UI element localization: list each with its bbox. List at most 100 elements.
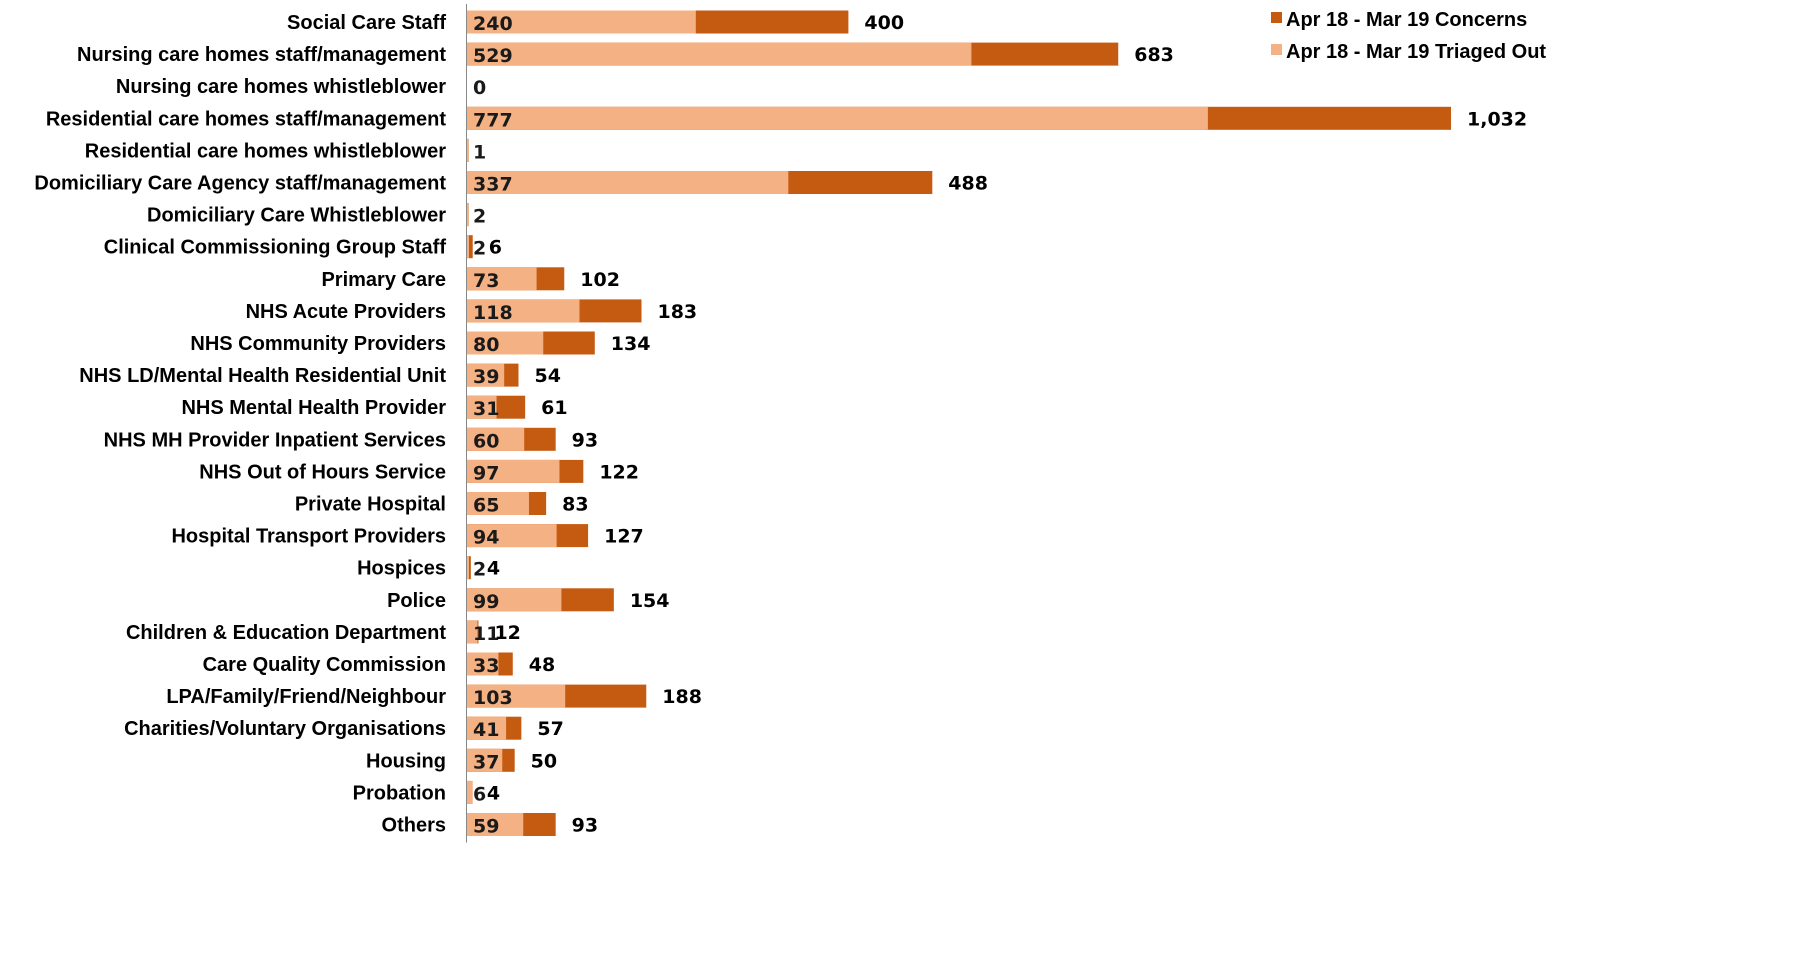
legend-swatch (1271, 44, 1282, 55)
legend-swatch (1271, 12, 1282, 23)
concerns-value-label: 4 (487, 782, 500, 804)
bar-triaged-out (467, 138, 469, 162)
concerns-value-label: 154 (630, 590, 670, 612)
category-label: NHS LD/Mental Health Residential Unit (79, 365, 446, 387)
triaged-out-value-label: 80 (473, 334, 499, 356)
category-label: Children & Education Department (126, 622, 446, 644)
category-label: Private Hospital (295, 494, 446, 516)
triaged-out-value-label: 777 (473, 109, 513, 131)
bar-triaged-out (467, 10, 696, 34)
concerns-value-label: 4 (487, 558, 500, 580)
concerns-value-label: 188 (662, 686, 702, 708)
legend-label: Apr 18 - Mar 19 Concerns (1286, 9, 1527, 31)
bar-triaged-out (467, 620, 478, 644)
triaged-out-value-label: 94 (473, 527, 499, 549)
triaged-out-value-label: 31 (473, 398, 499, 420)
triaged-out-value-label: 99 (473, 591, 499, 613)
bar-triaged-out (467, 716, 507, 740)
category-label: Social Care Staff (287, 12, 446, 34)
bar-triaged-out (467, 331, 544, 355)
bar-triaged-out (467, 106, 1208, 130)
category-label: Housing (366, 750, 446, 772)
concerns-value-label: 122 (599, 461, 639, 483)
triaged-out-value-label: 2 (473, 206, 486, 228)
category-label: NHS Out of Hours Service (199, 461, 446, 483)
triaged-out-value-label: 73 (473, 270, 499, 292)
category-label: Nursing care homes staff/management (77, 44, 446, 66)
triaged-out-value-label: 2 (473, 559, 486, 581)
triaged-out-value-label: 1 (473, 141, 486, 163)
labels-layer: Social Care Staff 240 400 Nursing care home… (34, 12, 1527, 838)
bar-triaged-out (467, 813, 524, 836)
concerns-value-label: 1,032 (1467, 108, 1527, 130)
bar-triaged-out (467, 299, 580, 323)
category-label: NHS MH Provider Inpatient Services (104, 429, 446, 451)
category-label: Primary Care (321, 269, 446, 291)
category-label: Clinical Commissioning Group Staff (104, 237, 447, 259)
concerns-value-label: 102 (580, 269, 620, 291)
concerns-value-label: 57 (537, 718, 563, 740)
triaged-out-value-label: 37 (473, 751, 499, 773)
bar-triaged-out (467, 748, 503, 772)
triaged-out-value-label: 118 (473, 302, 513, 324)
bar-triaged-out (467, 459, 560, 483)
triaged-out-value-label: 240 (473, 13, 513, 35)
concerns-value-label: 83 (562, 494, 588, 516)
bar-triaged-out (467, 588, 562, 612)
triaged-out-value-label: 2 (473, 238, 486, 260)
bar-triaged-out (467, 492, 529, 515)
triaged-out-value-label: 337 (473, 174, 513, 196)
triaged-out-value-label: 39 (473, 366, 499, 388)
bar-triaged-out (467, 427, 525, 451)
legend: Apr 18 - Mar 19 Concerns Apr 18 - Mar 19 … (1271, 9, 1546, 63)
bar-triaged-out (467, 652, 499, 676)
bar-triaged-out (467, 524, 557, 548)
category-label: Care Quality Commission (203, 654, 446, 676)
concerns-value-label: 683 (1134, 44, 1174, 66)
concerns-value-label: 127 (604, 526, 644, 548)
concerns-value-label: 12 (494, 622, 520, 644)
category-label: Residential care homes whistleblower (85, 140, 446, 162)
concerns-value-label: 61 (541, 397, 567, 419)
bar-triaged-out (467, 171, 789, 194)
bar-triaged-out (467, 556, 469, 580)
bar-triaged-out (467, 203, 469, 227)
category-label: Hospital Transport Providers (171, 526, 446, 548)
concerns-value-label: 93 (572, 429, 598, 451)
triaged-out-value-label: 60 (473, 430, 499, 452)
concerns-value-label: 48 (529, 654, 555, 676)
category-label: NHS Acute Providers (246, 301, 446, 323)
concerns-value-label: 6 (489, 237, 502, 259)
bar-triaged-out (467, 684, 566, 708)
concerns-value-label: 93 (572, 815, 598, 837)
concerns-value-label: 54 (534, 365, 560, 387)
bars-layer (467, 10, 1452, 836)
concerns-value-label: 50 (531, 750, 557, 772)
triaged-out-value-label: 33 (473, 655, 499, 677)
triaged-out-value-label: 59 (473, 816, 499, 838)
triaged-out-value-label: 103 (473, 687, 513, 709)
triaged-out-value-label: 529 (473, 45, 513, 67)
category-label: Nursing care homes whistleblower (116, 76, 446, 98)
category-label: Others (382, 815, 446, 837)
category-label: Probation (353, 782, 446, 804)
category-label: Domiciliary Care Agency staff/management (34, 173, 446, 195)
triaged-out-value-label: 97 (473, 462, 499, 484)
concerns-value-label: 400 (864, 12, 904, 34)
category-label: Charities/Voluntary Organisations (124, 718, 446, 740)
bar-triaged-out (467, 42, 972, 66)
category-label: Hospices (357, 558, 446, 580)
category-label: LPA/Family/Friend/Neighbour (166, 686, 446, 708)
bar-concerns (467, 235, 473, 259)
triaged-out-value-label: 11 (473, 623, 499, 645)
concerns-value-label: 183 (657, 301, 697, 323)
triaged-out-value-label: 65 (473, 495, 499, 517)
bar-triaged-out (467, 363, 505, 387)
category-label: NHS Mental Health Provider (181, 397, 446, 419)
bar-triaged-out (467, 780, 473, 804)
bar-triaged-out (467, 395, 497, 419)
concerns-value-label: 134 (611, 333, 651, 355)
category-label: Residential care homes staff/management (46, 108, 446, 130)
legend-label: Apr 18 - Mar 19 Triaged Out (1286, 41, 1546, 63)
